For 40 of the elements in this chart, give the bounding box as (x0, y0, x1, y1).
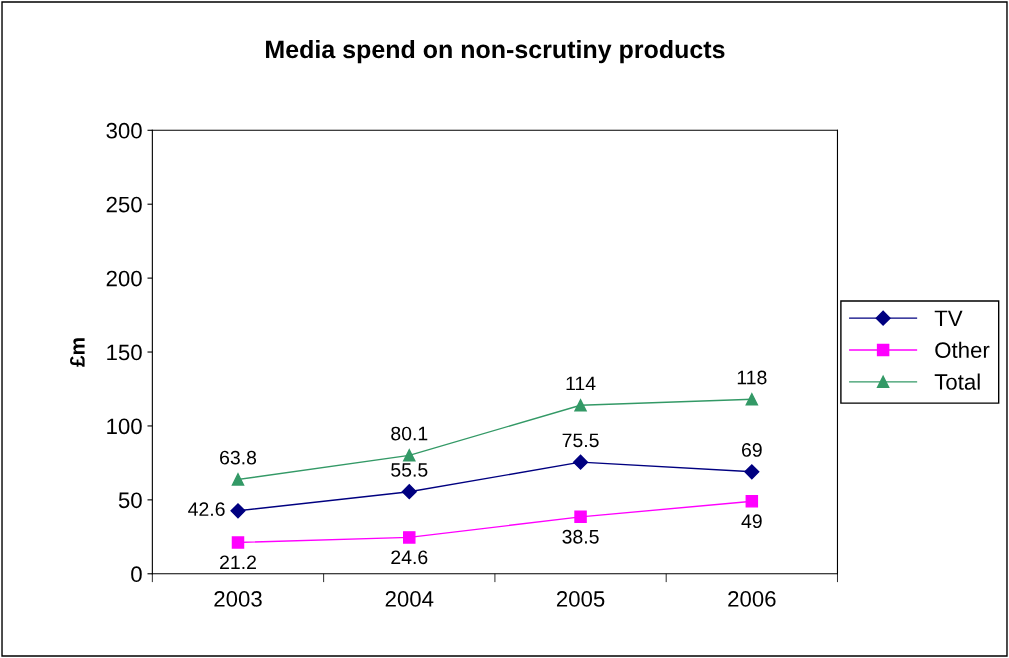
data-label: 24.6 (391, 550, 428, 565)
point (231, 536, 245, 549)
legend-label: Total (934, 373, 980, 390)
data-label: 118 (737, 370, 767, 385)
data-label: 49 (741, 514, 762, 529)
legend-label: TV (934, 310, 963, 326)
data-label: 21.2 (220, 555, 256, 570)
y-tick-label: 100 (107, 418, 142, 435)
point (745, 393, 759, 406)
data-label: 55.5 (391, 463, 428, 477)
data-label: 63.8 (220, 450, 257, 465)
y-tick-label: 150 (107, 344, 142, 361)
y-tick-label: 250 (106, 196, 142, 213)
x-tick-label: 2006 (728, 591, 776, 607)
point (231, 473, 245, 486)
point (744, 464, 760, 480)
legend-label: Other (935, 341, 990, 358)
data-label: 38.5 (562, 529, 599, 544)
data-label: 69 (742, 443, 762, 457)
point (574, 398, 587, 412)
point (572, 454, 589, 470)
data-label: 75.5 (562, 433, 599, 448)
point (574, 510, 587, 524)
x-tick-label: 2005 (556, 591, 605, 607)
y-tick-label: 50 (118, 492, 142, 509)
chart-title: Media spend on non-scrutiny products (266, 39, 725, 64)
point (403, 449, 416, 462)
x-tick-label: 2004 (385, 591, 434, 607)
data-label: 80.1 (391, 426, 428, 441)
y-tick-label: 200 (106, 270, 142, 287)
point (745, 495, 759, 508)
y-tick-label: 300 (106, 122, 142, 139)
y-tick-label: 0 (131, 566, 142, 583)
data-label: 114 (566, 376, 596, 391)
point (403, 531, 416, 544)
point (401, 484, 417, 500)
y-axis-title: £m (70, 338, 85, 367)
x-tick-label: 2003 (214, 591, 262, 607)
point (230, 503, 246, 519)
data-label: 42.6 (188, 502, 225, 517)
